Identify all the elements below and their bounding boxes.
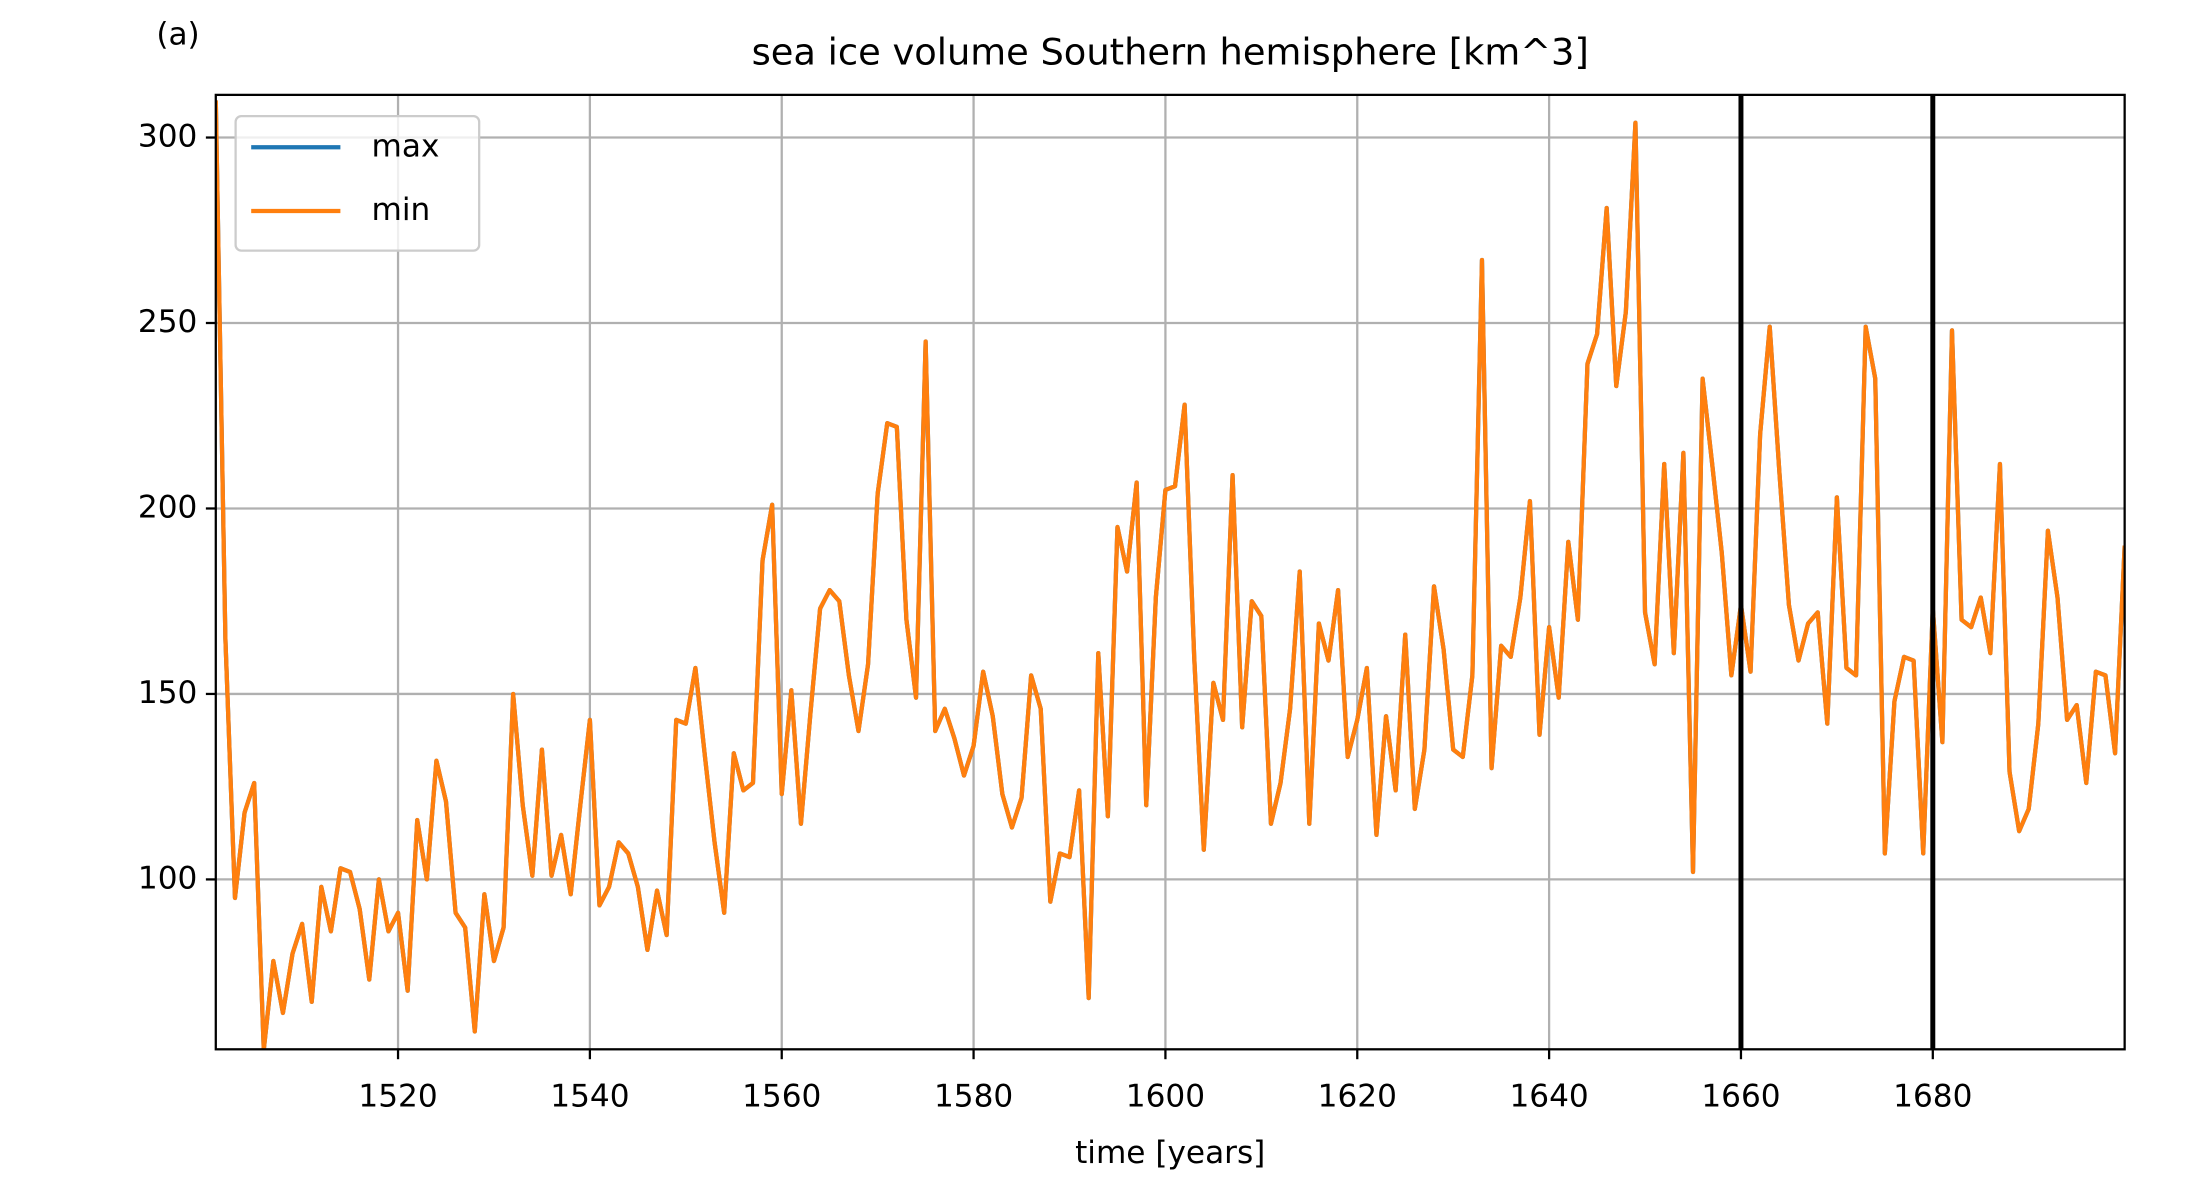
x-tick-label: 1540 <box>550 1078 629 1114</box>
x-tick-label: 1660 <box>1701 1078 1780 1114</box>
legend-label: min <box>372 192 431 228</box>
x-tick-label: 1640 <box>1509 1078 1588 1114</box>
x-tick-label: 1520 <box>358 1078 437 1114</box>
chart-title: sea ice volume Southern hemisphere [km^3… <box>752 30 1589 73</box>
x-tick-label: 1600 <box>1126 1078 1205 1114</box>
series-line <box>215 100 2125 1050</box>
series-line <box>215 100 2125 1050</box>
panel-label: (a) <box>156 16 199 52</box>
x-tick-label: 1620 <box>1318 1078 1397 1114</box>
x-tick-label: 1580 <box>934 1078 1013 1114</box>
x-tick-label: 1680 <box>1893 1078 1972 1114</box>
y-tick-label: 200 <box>138 489 197 525</box>
y-tick-label: 150 <box>138 675 197 711</box>
y-tick-label: 250 <box>138 304 197 340</box>
legend-label: max <box>372 128 440 164</box>
y-tick-label: 300 <box>138 119 197 155</box>
y-tick-label: 100 <box>138 860 197 896</box>
axes-frame <box>214 93 2126 1051</box>
plot-area <box>215 94 2125 1050</box>
legend-box <box>234 114 481 252</box>
x-tick-label: 1560 <box>742 1078 821 1114</box>
x-axis-label: time [years] <box>1075 1135 1265 1171</box>
